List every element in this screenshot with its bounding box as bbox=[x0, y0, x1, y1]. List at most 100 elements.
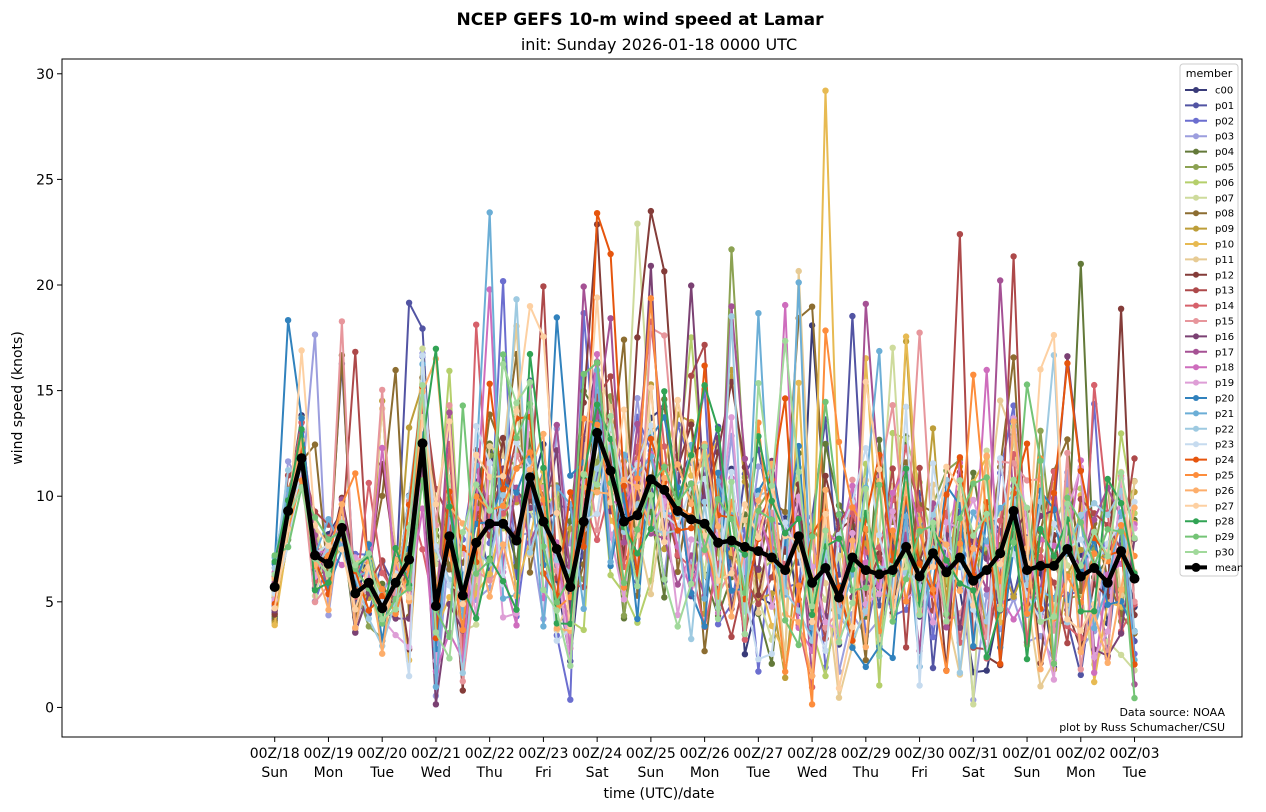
member-point-p14 bbox=[379, 569, 386, 577]
member-point-p23 bbox=[755, 656, 762, 663]
x-tick-label-day: Tue bbox=[1122, 765, 1147, 781]
member-point-p17 bbox=[997, 277, 1004, 284]
member-point-p30 bbox=[580, 471, 587, 478]
chart-subtitle: init: Sunday 2026-01-18 0000 UTC bbox=[521, 35, 797, 54]
mean-point bbox=[753, 546, 764, 557]
member-point-p29 bbox=[701, 546, 708, 553]
member-point-p10 bbox=[1091, 678, 1098, 686]
member-point-p28 bbox=[499, 578, 507, 585]
member-point-p26 bbox=[862, 643, 869, 651]
member-point-p24 bbox=[1023, 440, 1031, 447]
member-point-p01 bbox=[419, 325, 426, 332]
mean-point bbox=[619, 516, 629, 527]
member-point-p25 bbox=[782, 668, 789, 675]
member-point-p25 bbox=[392, 610, 399, 618]
x-tick-label-day: Sun bbox=[261, 765, 288, 781]
member-point-p28 bbox=[956, 580, 964, 587]
member-point-p30 bbox=[1077, 562, 1085, 570]
legend-label: p10 bbox=[1215, 240, 1234, 251]
member-point-p23 bbox=[553, 637, 560, 644]
member-point-p25 bbox=[862, 525, 869, 533]
x-tick-label-day: Mon bbox=[314, 765, 344, 781]
x-tick-label-day: Thu bbox=[852, 765, 879, 781]
member-point-p26 bbox=[849, 537, 856, 544]
member-point-p29 bbox=[795, 641, 802, 649]
member-point-p19 bbox=[929, 619, 937, 626]
member-point-p26 bbox=[674, 461, 681, 468]
member-point-p30 bbox=[419, 382, 426, 389]
member-point-p28 bbox=[1023, 655, 1031, 663]
member-point-p23 bbox=[902, 403, 910, 410]
x-tick-label-time: 00Z/20 bbox=[357, 746, 407, 762]
member-point-p23 bbox=[822, 647, 829, 654]
member-point-p13 bbox=[1010, 253, 1017, 260]
member-point-p18 bbox=[513, 622, 520, 629]
mean-point bbox=[954, 552, 965, 563]
member-point-p16 bbox=[1064, 353, 1071, 360]
member-point-p13 bbox=[607, 373, 614, 380]
member-point-p19 bbox=[728, 414, 735, 421]
member-point-p20 bbox=[889, 654, 896, 662]
member-point-p20 bbox=[701, 623, 708, 630]
x-tick-label-time: 00Z/30 bbox=[895, 746, 945, 762]
member-point-p23 bbox=[1131, 498, 1138, 506]
member-point-p02 bbox=[567, 696, 574, 703]
member-point-p30 bbox=[822, 527, 829, 534]
mean-point bbox=[404, 554, 415, 565]
member-point-p25 bbox=[956, 540, 964, 547]
member-point-p26 bbox=[1077, 648, 1085, 656]
member-point-p20 bbox=[970, 642, 977, 650]
member-point-p27 bbox=[822, 510, 829, 518]
member-point-p30 bbox=[392, 606, 399, 613]
member-point-p08 bbox=[1010, 354, 1017, 361]
member-point-p20 bbox=[298, 415, 305, 422]
member-point-p28 bbox=[970, 587, 977, 594]
x-tick-label-day: Tue bbox=[745, 765, 770, 781]
mean-point bbox=[457, 590, 468, 601]
member-point-p10 bbox=[486, 570, 493, 578]
member-point-p18 bbox=[1010, 616, 1017, 623]
member-point-p02 bbox=[929, 633, 937, 641]
member-point-p28 bbox=[567, 620, 574, 628]
x-tick-label-time: 00Z/19 bbox=[303, 746, 353, 762]
member-point-p21 bbox=[486, 209, 493, 216]
member-point-p28 bbox=[661, 388, 668, 395]
member-point-p20 bbox=[714, 469, 722, 476]
legend-item-p02: p02 bbox=[1185, 116, 1234, 127]
member-point-p28 bbox=[782, 530, 789, 537]
member-point-p29 bbox=[593, 359, 601, 366]
member-point-p19 bbox=[943, 519, 950, 526]
member-point-p12 bbox=[647, 207, 655, 215]
mean-point bbox=[928, 548, 938, 559]
member-point-p24 bbox=[607, 250, 614, 258]
member-point-p18 bbox=[889, 489, 896, 497]
legend-label: p08 bbox=[1215, 209, 1234, 220]
member-point-p27 bbox=[728, 570, 735, 577]
member-point-p17 bbox=[943, 624, 950, 631]
member-point-p07 bbox=[889, 344, 896, 351]
member-point-p26 bbox=[486, 593, 493, 600]
member-point-p06 bbox=[446, 367, 453, 375]
member-point-p29 bbox=[1037, 457, 1044, 464]
member-point-p30 bbox=[325, 571, 332, 578]
member-point-p29 bbox=[661, 463, 668, 471]
member-point-p22 bbox=[513, 296, 520, 303]
member-point-p18 bbox=[486, 286, 493, 293]
member-point-p30 bbox=[473, 481, 480, 488]
member-point-p21 bbox=[755, 310, 762, 317]
member-point-p26 bbox=[970, 545, 977, 552]
member-point-p21 bbox=[1091, 624, 1098, 632]
mean-point bbox=[310, 550, 320, 561]
member-point-p23 bbox=[768, 650, 775, 657]
member-point-p21 bbox=[876, 347, 883, 355]
member-point-p28 bbox=[943, 557, 950, 564]
legend-label: p21 bbox=[1215, 409, 1234, 420]
member-point-p17 bbox=[674, 581, 681, 588]
mean-point bbox=[605, 465, 616, 476]
member-point-p19 bbox=[499, 614, 507, 621]
member-point-p25 bbox=[473, 493, 480, 500]
mean-point bbox=[874, 569, 885, 580]
member-point-p12 bbox=[634, 334, 641, 341]
member-point-p29 bbox=[1077, 519, 1085, 526]
member-point-p23 bbox=[486, 460, 493, 467]
